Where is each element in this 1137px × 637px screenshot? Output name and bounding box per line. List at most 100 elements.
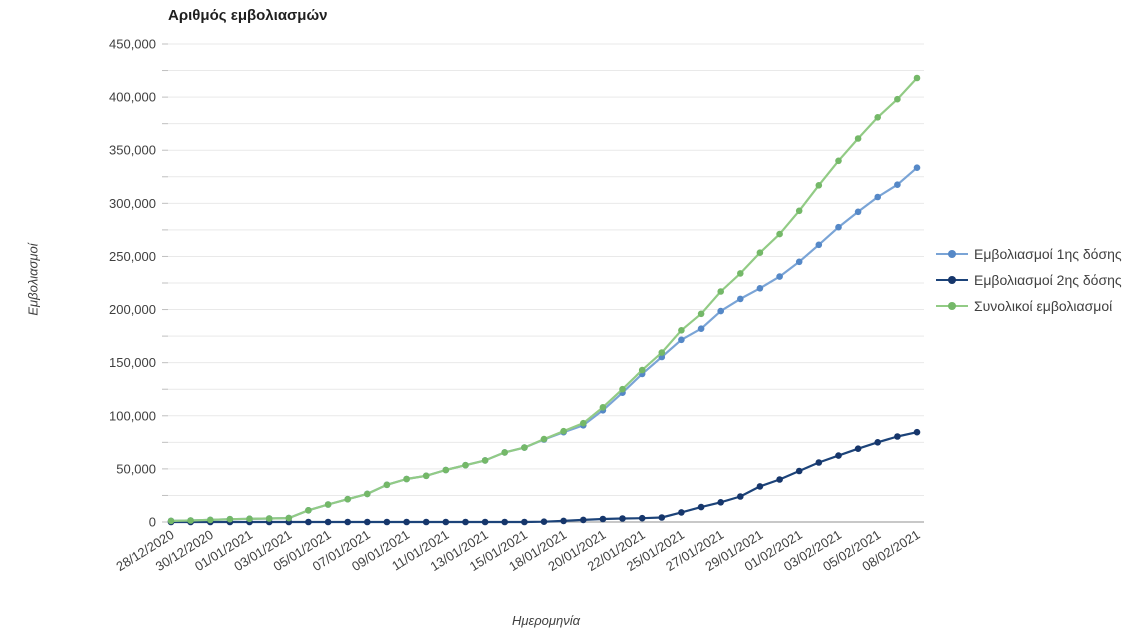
y-tick-label: 150,000 (109, 355, 156, 370)
data-point-marker (835, 452, 842, 459)
y-tick-label: 350,000 (109, 143, 156, 158)
data-point-marker (795, 258, 803, 266)
data-point-marker (403, 518, 410, 526)
data-point-marker (207, 516, 214, 524)
data-point-marker (835, 223, 842, 231)
data-point-marker (226, 515, 234, 523)
data-point-marker (580, 516, 587, 524)
y-tick-label: 50,000 (116, 461, 156, 476)
y-tick-label: 200,000 (109, 302, 156, 317)
data-point-marker (697, 503, 705, 511)
data-point-marker (638, 514, 646, 522)
data-point-marker (481, 457, 489, 464)
data-point-marker (658, 514, 666, 521)
data-point-marker (501, 449, 509, 456)
data-point-marker (737, 493, 744, 500)
legend-label: Εμβολιασμοί 1ης δόσης (974, 245, 1122, 262)
data-point-marker (580, 419, 587, 427)
second-dose-line-marker-icon (936, 269, 968, 290)
data-point-marker (364, 490, 371, 498)
data-point-marker (737, 270, 744, 277)
data-point-marker (717, 499, 724, 506)
chart-title: Αριθμός εμβολιασμών (168, 7, 328, 24)
data-point-marker (756, 249, 764, 256)
data-point-marker (658, 349, 666, 356)
data-point-marker (422, 472, 430, 480)
legend-item-second-dose: Εμβολιασμοί 2ης δόσης (936, 269, 1122, 290)
data-point-marker (756, 483, 764, 490)
data-point-marker (442, 518, 450, 526)
data-point-marker (717, 288, 724, 295)
data-point-marker (422, 518, 430, 526)
data-point-marker (894, 95, 901, 103)
data-point-marker (894, 433, 901, 440)
data-point-marker (383, 481, 391, 489)
data-point-marker (619, 515, 626, 522)
data-point-marker (187, 517, 194, 524)
y-tick-label: 100,000 (109, 408, 156, 423)
data-point-marker (501, 518, 509, 526)
data-point-marker (305, 518, 312, 526)
data-point-marker (540, 518, 548, 525)
y-tick-label: 250,000 (109, 249, 156, 264)
data-point-marker (344, 495, 352, 503)
data-point-marker (678, 336, 685, 344)
first-dose-line-marker-icon (936, 243, 968, 264)
data-point-marker (599, 515, 607, 523)
data-point-marker (697, 325, 705, 333)
data-point-marker (874, 193, 881, 201)
data-point-marker (540, 435, 548, 443)
data-point-marker (854, 135, 862, 142)
data-point-marker (756, 285, 764, 292)
data-point-marker (560, 427, 567, 435)
data-point-marker (854, 445, 862, 453)
data-point-marker (913, 428, 921, 436)
data-point-marker (815, 459, 823, 466)
data-point-marker (305, 507, 312, 514)
data-point-marker (874, 439, 881, 446)
legend-item-first-dose: Εμβολιασμοί 1ης δόσης (936, 243, 1122, 264)
data-point-marker (246, 515, 253, 523)
data-point-marker (697, 310, 705, 318)
data-point-marker (560, 517, 567, 525)
y-tick-label: 400,000 (109, 90, 156, 105)
data-point-marker (344, 518, 352, 526)
total-line-marker-icon (936, 295, 968, 316)
y-tick-label: 450,000 (109, 37, 156, 52)
data-point-marker (462, 518, 469, 526)
data-point-marker (521, 444, 528, 451)
legend-label: Συνολικοί εμβολιασμοί (974, 297, 1113, 314)
data-point-marker (403, 475, 410, 483)
data-point-marker (324, 501, 332, 508)
data-point-marker (776, 273, 783, 280)
data-point-marker (835, 157, 842, 165)
data-point-marker (815, 182, 823, 189)
data-point-marker (265, 515, 273, 522)
data-point-marker (678, 509, 685, 516)
data-point-marker (638, 366, 646, 374)
data-point-marker (364, 518, 371, 526)
data-point-marker (854, 208, 862, 216)
data-point-marker (795, 467, 803, 475)
data-point-marker (324, 518, 332, 526)
data-point-marker (678, 327, 685, 334)
x-axis-title: Ημερομηνία (511, 613, 581, 628)
data-point-marker (894, 181, 901, 188)
y-tick-label: 300,000 (109, 196, 156, 211)
data-point-marker (462, 461, 469, 469)
data-point-marker (737, 295, 744, 303)
data-point-marker (913, 74, 921, 82)
data-point-marker (481, 518, 489, 526)
data-point-marker (383, 518, 391, 526)
data-point-marker (795, 207, 803, 215)
chart-legend: Εμβολιασμοί 1ης δόσης Εμβολιασμοί 2ης δό… (936, 243, 1122, 316)
data-point-marker (815, 241, 823, 249)
data-point-marker (167, 517, 175, 525)
data-point-marker (776, 230, 783, 238)
data-point-marker (776, 476, 783, 483)
data-point-marker (913, 164, 921, 171)
data-point-marker (442, 466, 450, 474)
y-tick-label: 0 (149, 515, 156, 530)
series-line-2 (170, 77, 918, 522)
